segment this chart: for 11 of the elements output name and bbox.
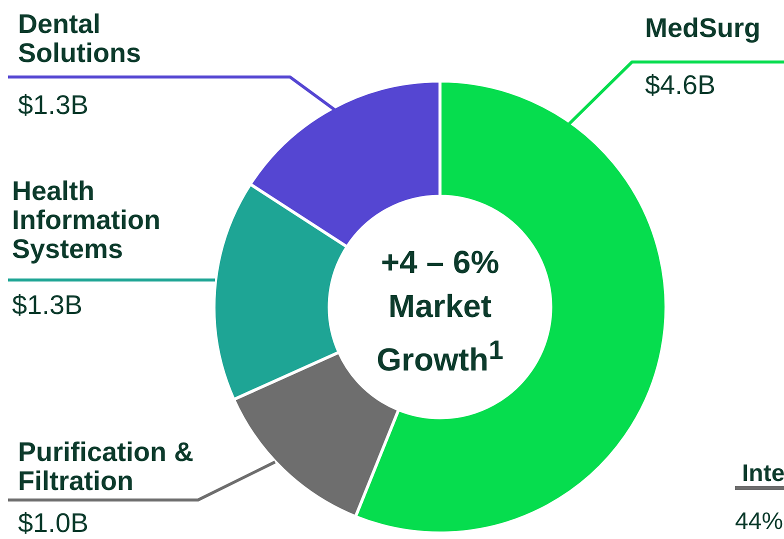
data-label: $1.3B	[18, 90, 89, 121]
text: Inte	[742, 460, 784, 488]
slice-label: Dental Solutions	[18, 9, 142, 68]
slice-label: Purification & Filtration	[18, 437, 195, 496]
text: +4 – 6% Market Growth$^{1}$	[376, 243, 504, 380]
slice-label: Health Information Systems	[12, 176, 162, 264]
slice-label: MedSurg	[645, 13, 762, 43]
data-label: $1.0B	[18, 508, 89, 539]
data-label: $4.6B	[645, 70, 716, 101]
text: 44%	[735, 508, 784, 536]
data-label: $1.3B	[12, 290, 83, 321]
